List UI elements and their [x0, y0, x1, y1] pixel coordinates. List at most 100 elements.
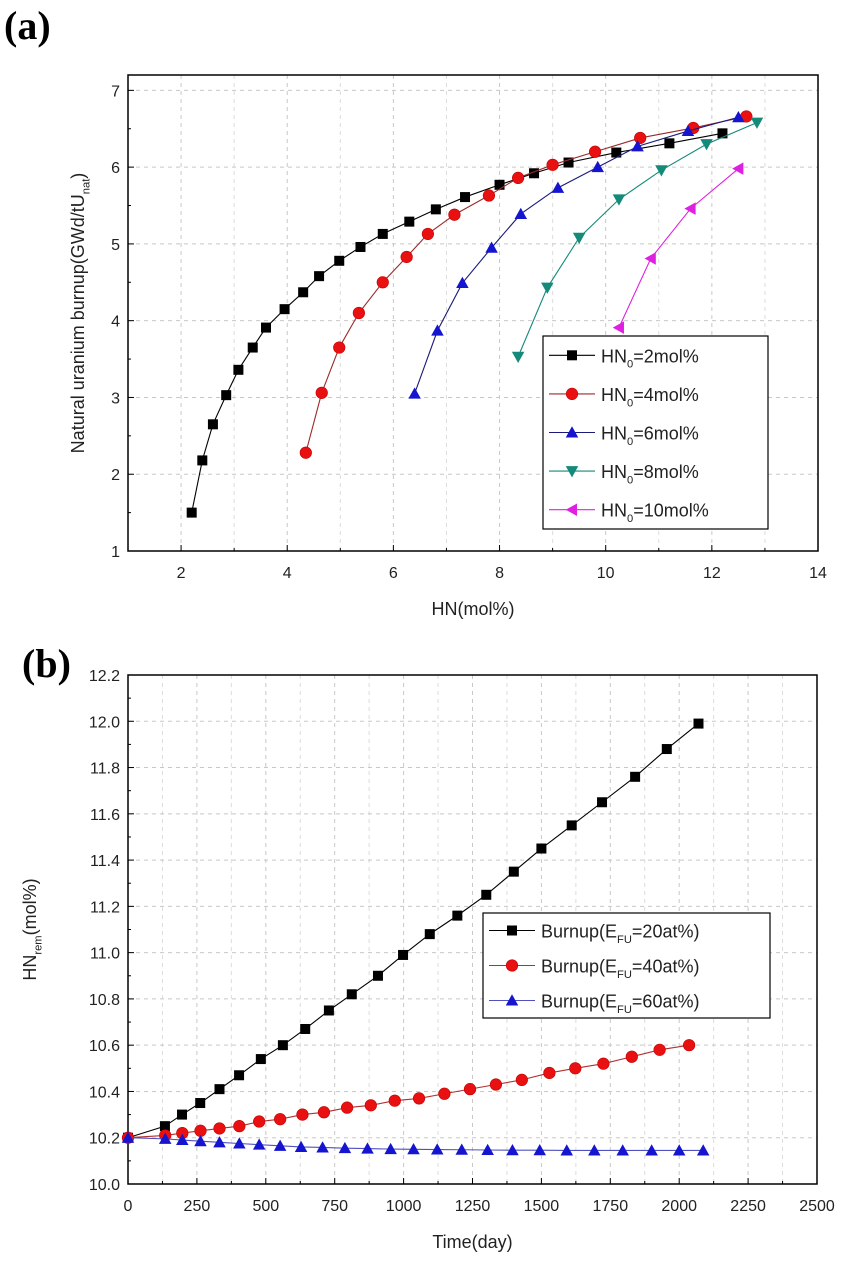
data-point	[456, 276, 469, 289]
data-point	[611, 147, 622, 158]
y-tick-label: 11.4	[90, 853, 120, 870]
data-point	[298, 287, 309, 298]
legend-label: Burnup(EFU=20at%)	[541, 922, 699, 946]
data-point	[494, 179, 505, 190]
data-point	[512, 171, 525, 184]
data-point	[732, 162, 744, 175]
data-point	[247, 342, 258, 353]
data-point	[361, 1142, 374, 1154]
data-point	[597, 1057, 610, 1070]
data-point	[631, 140, 644, 152]
data-point	[533, 1143, 546, 1156]
data-point	[404, 216, 415, 227]
data-point	[612, 194, 626, 206]
data-point	[221, 390, 232, 401]
data-point	[233, 1120, 246, 1133]
data-point	[693, 718, 704, 729]
data-point	[717, 128, 728, 139]
data-point	[612, 321, 624, 334]
data-point	[158, 1132, 172, 1144]
legend-marker	[567, 350, 577, 361]
legend-label: HN0=2mol%	[601, 346, 699, 370]
legend-marker	[505, 994, 519, 1006]
data-point	[194, 1124, 207, 1137]
data-point	[194, 1134, 207, 1147]
data-point	[616, 1144, 629, 1156]
data-point	[261, 322, 271, 333]
data-point	[541, 282, 554, 294]
legend-label: HN0=6mol%	[601, 424, 699, 448]
data-point	[333, 341, 346, 354]
x-tick-label: 10	[597, 565, 615, 582]
data-point	[514, 207, 528, 219]
data-point	[511, 351, 525, 364]
data-point	[560, 1144, 574, 1156]
data-point	[506, 1143, 519, 1156]
data-point	[732, 110, 745, 123]
y-tick-label: 3	[111, 390, 120, 407]
panel-label-a: (a)	[4, 3, 51, 48]
data-point	[352, 306, 365, 320]
data-point	[317, 1106, 331, 1119]
data-point	[625, 1050, 638, 1063]
data-point	[255, 1054, 266, 1065]
data-point	[372, 970, 383, 981]
data-point	[597, 797, 608, 808]
series-line-3	[517, 122, 758, 357]
y-tick-label: 1	[111, 544, 120, 561]
plot-frame	[127, 74, 819, 552]
data-point	[314, 271, 325, 282]
data-point	[355, 241, 366, 252]
data-point	[279, 304, 290, 315]
data-point	[563, 157, 574, 168]
x-tick-label: 0	[124, 1198, 133, 1215]
data-point	[430, 1143, 444, 1155]
data-point	[364, 1099, 377, 1112]
data-point	[661, 744, 672, 755]
data-point	[681, 124, 695, 137]
legend-marker	[565, 387, 579, 401]
data-point	[421, 227, 434, 241]
x-tick-label: 2000	[661, 1198, 697, 1215]
data-point	[296, 1108, 309, 1121]
x-tick-label: 14	[809, 565, 827, 582]
y-tick-label: 12.0	[89, 714, 120, 731]
series-line-4	[618, 168, 739, 328]
data-point	[346, 989, 357, 1000]
data-point	[481, 1143, 494, 1155]
data-point	[546, 158, 559, 171]
y-tick-label: 11.2	[90, 899, 120, 916]
data-point	[431, 324, 444, 336]
data-point	[485, 241, 498, 253]
data-point	[300, 1023, 311, 1034]
data-point	[213, 1136, 226, 1148]
y-tick-label: 10.0	[89, 1177, 120, 1194]
data-point	[424, 929, 435, 940]
data-point	[252, 1138, 266, 1150]
data-point	[323, 1005, 334, 1016]
data-point	[338, 1141, 352, 1154]
data-point	[121, 1131, 135, 1143]
data-point	[197, 455, 208, 466]
y-axis-label: HNrem(mol%)	[20, 878, 44, 980]
data-point	[684, 202, 696, 215]
data-point	[536, 843, 547, 854]
data-point	[207, 419, 218, 430]
x-tick-label: 8	[495, 565, 504, 582]
data-point	[515, 1073, 528, 1086]
panel-label-b: (b)	[22, 641, 71, 686]
x-tick-label: 4	[283, 565, 292, 582]
y-axis-label: Natural uranium burnup(GWd/tUnat)	[68, 173, 92, 454]
data-point	[664, 138, 675, 149]
y-tick-label: 5	[111, 237, 120, 254]
y-tick-label: 12.2	[89, 668, 120, 685]
data-point	[644, 252, 656, 265]
x-tick-label: 2250	[730, 1198, 766, 1215]
data-point	[750, 117, 764, 129]
x-tick-label: 6	[389, 565, 398, 582]
legend-label: HN0=10mol%	[601, 501, 709, 525]
y-tick-label: 4	[111, 314, 120, 331]
data-point	[186, 507, 197, 518]
